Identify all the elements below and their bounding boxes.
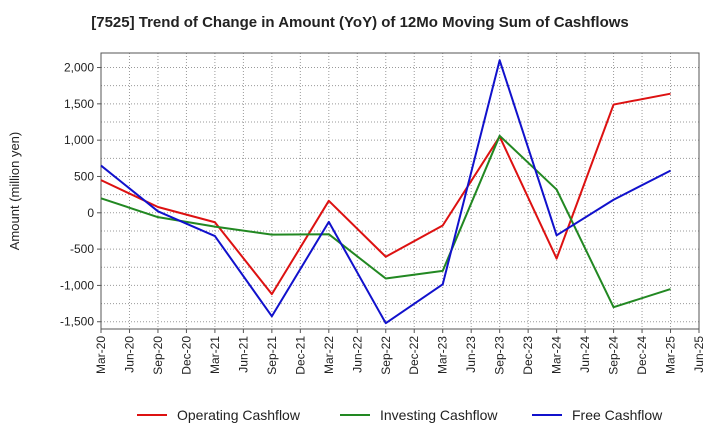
x-tick-label: Sep-24 xyxy=(607,336,621,375)
x-tick-label: Jun-25 xyxy=(692,336,706,373)
x-tick-label: Jun-23 xyxy=(464,336,478,373)
y-axis-ticks: -1,500 -1,000 -500 0 500 1,000 1,500 2,000 xyxy=(60,61,101,329)
x-tick-label: Jun-24 xyxy=(578,336,592,373)
y-tick-label: 1,500 xyxy=(64,97,94,111)
y-tick-label: -500 xyxy=(70,242,94,256)
y-tick-label: 1,000 xyxy=(64,133,94,147)
x-tick-label: Dec-24 xyxy=(635,336,649,375)
legend: Operating Cashflow Investing Cashflow Free… xyxy=(137,407,663,423)
x-tick-label: Mar-20 xyxy=(94,336,108,374)
series-lines xyxy=(100,59,671,325)
legend-label: Free Cashflow xyxy=(572,407,663,423)
legend-label: Operating Cashflow xyxy=(177,407,301,423)
y-tick-label: -1,000 xyxy=(60,278,94,292)
x-tick-label: Jun-22 xyxy=(350,336,364,373)
x-tick-label: Dec-22 xyxy=(407,336,421,375)
x-tick-label: Jun-20 xyxy=(122,336,136,373)
x-tick-label: Jun-21 xyxy=(236,336,250,373)
x-tick-label: Mar-25 xyxy=(664,336,678,374)
y-tick-label: 500 xyxy=(74,169,94,183)
x-axis-ticks: Mar-20 Jun-20 Sep-20 Dec-20 Mar-21 Jun-21 Sep-… xyxy=(94,329,706,375)
x-tick-label: Dec-20 xyxy=(179,336,193,375)
x-tick-label: Mar-22 xyxy=(322,336,336,374)
grid-lines xyxy=(101,53,699,329)
x-tick-label: Dec-23 xyxy=(521,336,535,375)
y-axis-label: Amount (million yen) xyxy=(7,132,22,251)
y-tick-label: 2,000 xyxy=(64,61,94,75)
x-tick-label: Mar-23 xyxy=(436,336,450,374)
x-tick-label: Sep-20 xyxy=(151,336,165,375)
x-tick-label: Mar-24 xyxy=(550,336,564,374)
y-tick-label: 0 xyxy=(87,206,94,220)
x-tick-label: Dec-21 xyxy=(293,336,307,375)
series-line-operating-cashflow xyxy=(100,92,671,296)
plot-area xyxy=(100,52,700,330)
x-tick-label: Sep-21 xyxy=(265,336,279,375)
x-tick-label: Mar-21 xyxy=(208,336,222,374)
chart-title: [7525] Trend of Change in Amount (YoY) o… xyxy=(91,14,629,31)
x-tick-label: Sep-22 xyxy=(379,336,393,375)
x-tick-label: Sep-23 xyxy=(493,336,507,375)
series-line-free-cashflow xyxy=(100,59,671,325)
series-line-investing-cashflow xyxy=(100,134,671,309)
legend-label: Investing Cashflow xyxy=(380,407,498,423)
y-tick-label: -1,500 xyxy=(60,315,94,329)
